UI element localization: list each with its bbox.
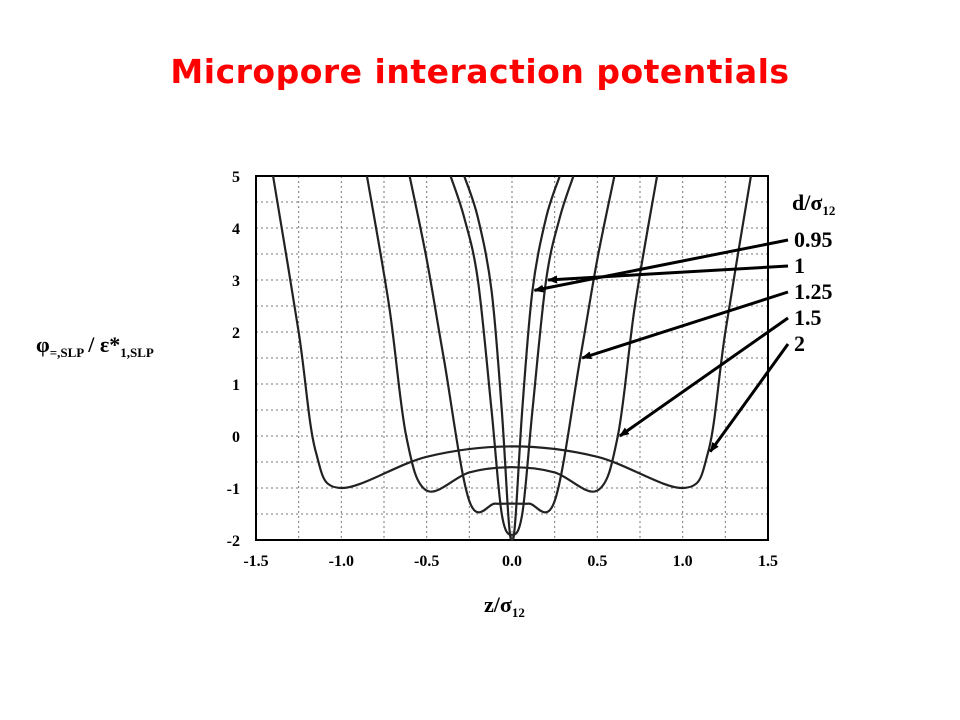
y-tick-label: 4 (232, 221, 240, 238)
y-tick-label: 0 (232, 429, 240, 446)
x-tick-label: -1.0 (329, 553, 354, 570)
tick-labels: -1.5 -1.0 -0.5 0.0 0.5 1.0 1.5 5 4 3 2 1 0 -1 -2 (227, 169, 778, 570)
x-axis-label-main: z/σ (484, 592, 512, 617)
legend-title-sub: 12 (822, 203, 835, 218)
legend-entry: 1.25 (794, 279, 833, 304)
legend-entry: 1.5 (794, 305, 822, 330)
y-tick-label: 2 (232, 325, 240, 342)
legend-arrow (709, 343, 790, 453)
legend-title: d/σ12 (792, 190, 835, 218)
x-tick-label: 1.5 (758, 553, 778, 570)
y-tick-label: -1 (227, 481, 240, 498)
x-tick-label: 1.0 (673, 553, 693, 570)
legend-arrows (533, 238, 790, 453)
curve-d-2 (271, 175, 753, 490)
curve-d-1-25 (408, 175, 616, 514)
y-tick-label: -2 (227, 533, 240, 550)
curve-d-1-5 (365, 175, 659, 493)
legend-entry: 2 (794, 331, 805, 356)
x-tick-label: -0.5 (414, 553, 439, 570)
y-tick-label: 5 (232, 169, 240, 186)
x-tick-label: 0.0 (502, 553, 522, 570)
y-tick-label: 1 (232, 377, 240, 394)
y-axis-label-phi: φ (36, 332, 50, 357)
x-axis-label-sub: 12 (512, 605, 525, 620)
slide-title: Micropore interaction potentials (170, 52, 790, 91)
legend-title-main: d/σ (792, 190, 822, 215)
y-tick-label: 3 (232, 273, 240, 290)
legend-arrow (618, 316, 789, 438)
legend-entry: 0.95 (794, 227, 833, 252)
x-tick-label: -1.5 (243, 553, 268, 570)
curve-d-0-95 (463, 175, 561, 542)
y-axis-label-eps: / ε* (87, 332, 120, 357)
y-axis-label: φ=,SLP / ε*1,SLP (36, 332, 154, 360)
x-tick-label: 0.5 (587, 553, 607, 570)
y-axis-label-sub1: =,SLP (50, 345, 85, 360)
legend-arrow (533, 238, 789, 293)
curve-d-1 (449, 175, 575, 536)
x-axis-label: z/σ12 (484, 592, 525, 620)
legend-arrow (547, 264, 789, 284)
legend-entry: 1 (794, 253, 805, 278)
curves (271, 175, 753, 542)
legend-arrow (581, 290, 789, 360)
y-axis-label-sub2: 1,SLP (120, 345, 154, 360)
